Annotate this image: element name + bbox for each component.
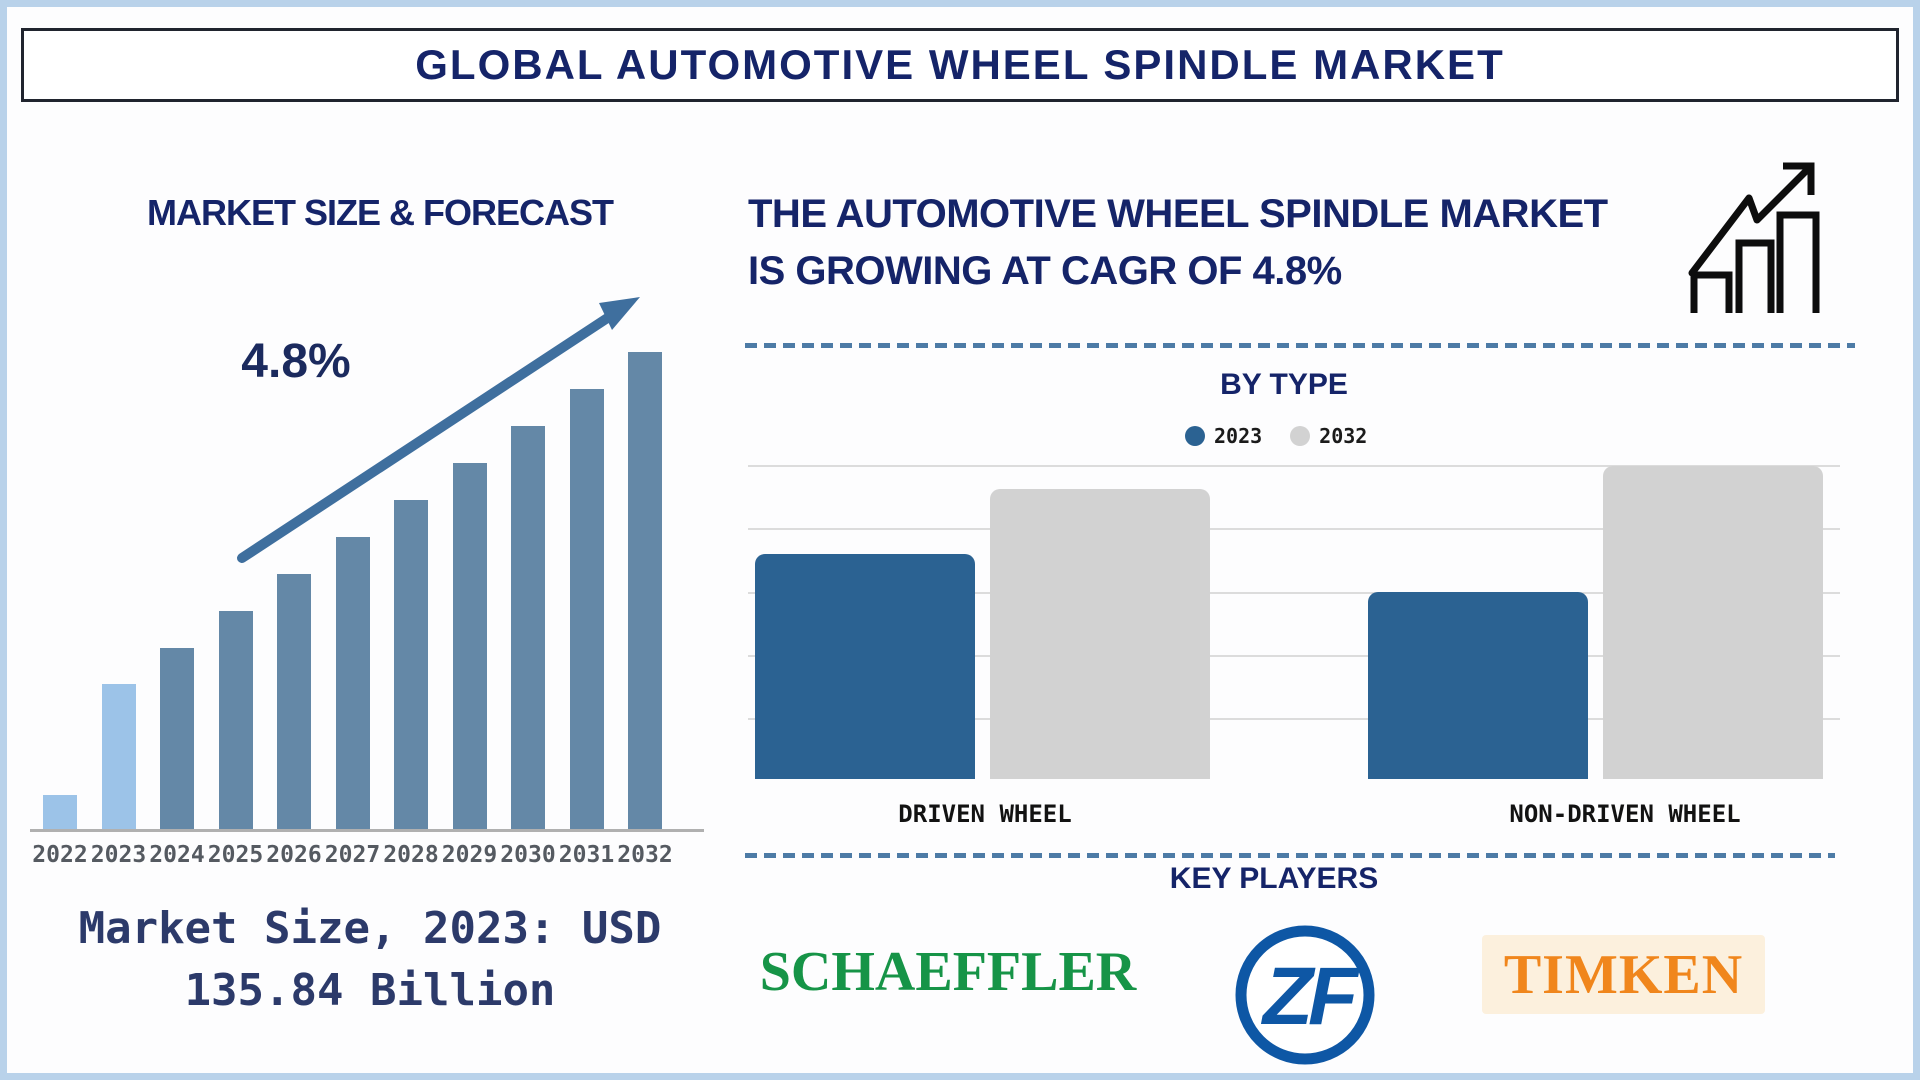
- growth-icon-bar3: [1776, 211, 1820, 313]
- forecast-year-label-2025: 2025: [207, 842, 264, 868]
- zf-logo: ZF: [1235, 925, 1375, 1065]
- growth-icon-arrowhead: [1783, 162, 1815, 195]
- forecast-bar-2032: [628, 352, 662, 831]
- by-type-bar-2023-driven-wheel: [755, 554, 975, 779]
- right-heading-line2: IS GROWING AT CAGR OF 4.8%: [748, 249, 1342, 293]
- forecast-bar-2023: [101, 684, 136, 831]
- forecast-year-label-2026: 2026: [266, 842, 322, 868]
- timken-logo-text: TIMKEN: [1503, 943, 1744, 1006]
- forecast-year-label-2022: 2022: [32, 842, 88, 868]
- by-type-gridline-3: [748, 592, 1840, 594]
- by-type-legend: 2023 2032: [1185, 423, 1367, 449]
- right-heading-line1: THE AUTOMOTIVE WHEEL SPINDLE MARKET: [748, 192, 1608, 236]
- legend-dot-2032: [1290, 426, 1311, 446]
- market-size-caption-line2: 135.84 Billion: [184, 965, 556, 1016]
- forecast-bar-2027: [335, 537, 370, 831]
- zf-logo-ring: [1235, 925, 1375, 1065]
- by-type-bar-2032-non-driven-wheel: [1603, 466, 1823, 779]
- zf-logo-letters: ZF: [1261, 951, 1360, 1042]
- category-label-non-driven-wheel: NON-DRIVEN WHEEL: [1509, 800, 1741, 828]
- category-label-driven-wheel: DRIVEN WHEEL: [898, 800, 1072, 828]
- forecast-bar-2031: [569, 389, 604, 831]
- forecast-bar-2029: [452, 463, 487, 831]
- by-type-title: BY TYPE: [1220, 368, 1348, 401]
- schaeffler-logo: SCHAEFFLER: [759, 941, 1137, 1003]
- forecast-bar-2024: [160, 648, 194, 831]
- forecast-year-label-2023: 2023: [90, 842, 147, 868]
- forecast-bar-2026: [277, 574, 311, 831]
- by-type-gridline-4: [748, 655, 1840, 657]
- dashed-separator-top: [745, 343, 1855, 348]
- right-heading: THE AUTOMOTIVE WHEEL SPINDLE MARKET IS G…: [748, 186, 1708, 300]
- market-size-caption-line1: Market Size, 2023: USD: [78, 903, 662, 954]
- legend-dot-2023: [1185, 426, 1205, 446]
- forecast-bar-2022: [43, 795, 77, 831]
- legend-label-2032: 2032: [1319, 424, 1368, 448]
- left-chart-title: MARKET SIZE & FORECAST: [146, 192, 614, 233]
- forecast-x-axis: [30, 829, 704, 832]
- forecast-bar-2030: [511, 426, 545, 831]
- by-type-bar-2032-driven-wheel: [990, 489, 1210, 779]
- by-type-gridline-2: [748, 528, 1840, 530]
- forecast-year-label-2028: 2028: [383, 842, 439, 868]
- forecast-bar-2028: [394, 500, 428, 831]
- growth-icon-bar2: [1735, 239, 1775, 313]
- growth-icon-arrow: [1688, 164, 1813, 277]
- forecast-year-label-2030: 2030: [500, 842, 556, 868]
- header-title-box: GLOBAL AUTOMOTIVE WHEEL SPINDLE MARKET: [21, 28, 1899, 102]
- key-players-title: KEY PLAYERS: [1169, 862, 1379, 895]
- by-type-bar-2023-non-driven-wheel: [1368, 592, 1588, 779]
- trend-arrow-head: [599, 297, 640, 330]
- growth-chart-icon: [1688, 162, 1820, 313]
- legend-label-2023: 2023: [1214, 424, 1263, 448]
- forecast-year-label-2027: 2027: [324, 842, 381, 868]
- forecast-year-label-2029: 2029: [441, 842, 498, 868]
- forecast-year-label-2024: 2024: [149, 842, 205, 868]
- forecast-bar-2025: [218, 611, 253, 831]
- by-type-gridline-5: [748, 718, 1840, 720]
- cagr-value-label: 4.8%: [241, 335, 351, 388]
- forecast-year-label-2032: 2032: [617, 842, 673, 868]
- by-type-gridline-1: [748, 465, 1840, 467]
- market-size-caption: Market Size, 2023: USD 135.84 Billion: [40, 898, 700, 1022]
- growth-icon-bar1: [1690, 271, 1733, 313]
- dashed-separator-bottom: [745, 853, 1835, 858]
- timken-logo: TIMKEN: [1482, 935, 1765, 1014]
- page-title: GLOBAL AUTOMOTIVE WHEEL SPINDLE MARKET: [415, 41, 1505, 88]
- forecast-year-label-2031: 2031: [558, 842, 615, 868]
